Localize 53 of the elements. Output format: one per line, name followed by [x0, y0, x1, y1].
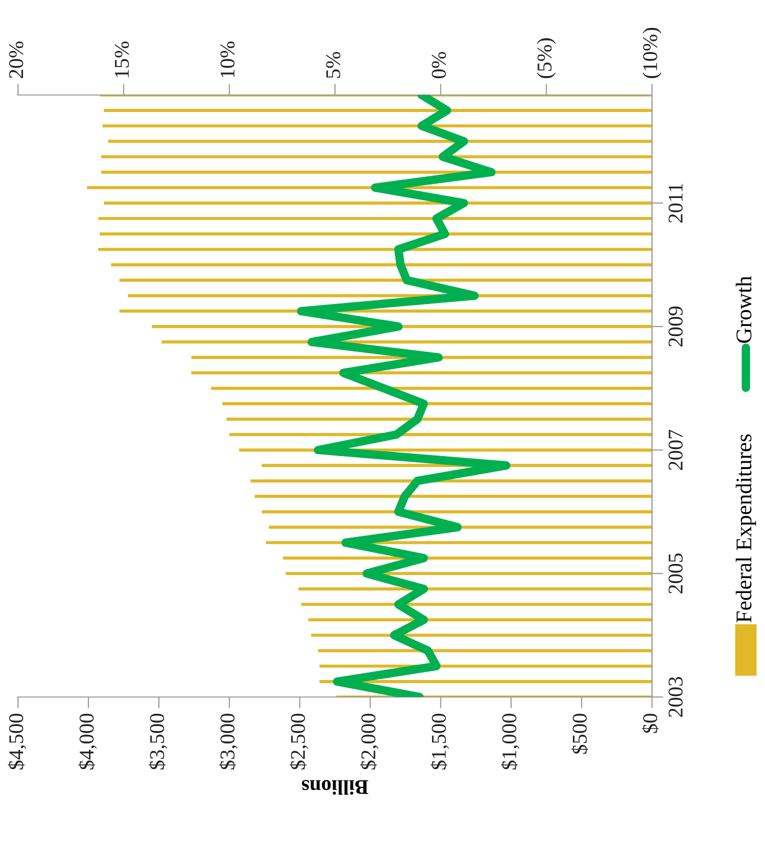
bar	[308, 618, 652, 622]
bar	[229, 433, 652, 436]
bar	[101, 170, 652, 174]
bar	[211, 386, 652, 390]
x-tick-label: $0	[642, 714, 659, 733]
y-tick-label: 2009	[668, 306, 683, 346]
x-tick-label: $1,500	[430, 714, 449, 770]
x-tick-label: $4,000	[78, 714, 97, 770]
bar	[110, 263, 652, 266]
x2-tick-label: 10%	[220, 42, 235, 78]
bar	[262, 510, 652, 514]
bar	[298, 587, 652, 590]
x2-tick-label: 20%	[9, 42, 24, 78]
text: Growth	[736, 276, 752, 343]
bar	[254, 494, 652, 498]
bar	[87, 186, 652, 190]
bar	[282, 556, 652, 560]
bar	[119, 278, 652, 282]
x-axis-title: Billions	[302, 780, 368, 795]
bar	[104, 108, 652, 112]
x2-tick-label: (5%)	[536, 38, 556, 78]
x-tick-label: $2,500	[290, 714, 308, 770]
bar	[286, 572, 652, 576]
bar	[226, 418, 652, 421]
bar	[98, 216, 652, 220]
y-tick-label: 2007	[668, 430, 683, 470]
x2-tick-label: (10%)	[642, 28, 662, 78]
x-tick-label: $4,500	[8, 714, 26, 770]
x-tick-label: $1,000	[501, 714, 520, 770]
x-tick-label: $3,000	[219, 714, 238, 770]
bar	[318, 649, 652, 652]
bar	[301, 602, 652, 606]
x-tick-label: $3,500	[148, 714, 168, 770]
y-tick-label: 2003	[668, 676, 683, 717]
text: Federal Expenditures	[736, 434, 756, 622]
bar	[222, 402, 652, 406]
bar	[101, 155, 652, 158]
bar	[104, 202, 652, 205]
x-tick-label: $2,000	[360, 714, 378, 770]
bar	[98, 248, 652, 251]
x-tick-label: $500	[571, 714, 588, 754]
y-tick-label: 2011	[668, 184, 683, 223]
bar	[250, 479, 652, 482]
bar	[191, 371, 652, 374]
bar	[152, 324, 652, 328]
bar	[100, 232, 652, 236]
bar	[102, 124, 652, 128]
x2-tick-label: 5%	[326, 52, 340, 78]
y-tick-label: 2005	[668, 553, 683, 594]
bar	[311, 634, 652, 637]
bar	[108, 140, 652, 143]
x2-tick-label: 0%	[432, 52, 446, 78]
x2-tick-label: 15%	[114, 42, 129, 78]
